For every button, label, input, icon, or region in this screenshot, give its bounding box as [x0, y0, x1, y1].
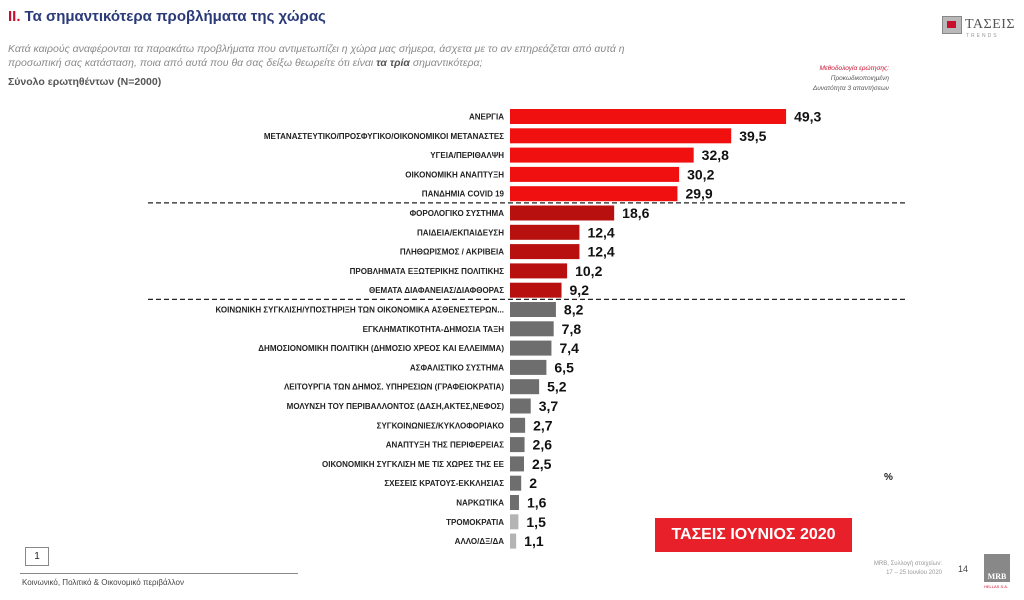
- sample-size: Σύνολο ερωτηθέντων (Ν=2000): [8, 76, 162, 88]
- category-label: ΠΡΟΒΛΗΜΑΤΑ ΕΞΩΤΕΡΙΚΗΣ ΠΟΛΙΤΙΚΗΣ: [350, 267, 505, 276]
- value-label: 32,8: [702, 147, 729, 163]
- value-label: 10,2: [575, 263, 602, 279]
- category-label: ΘΕΜΑΤΑ ΔΙΑΦΑΝΕΙΑΣ/ΔΙΑΦΘΟΡΑΣ: [369, 286, 504, 295]
- value-label: 49,3: [794, 109, 821, 125]
- bar: [510, 244, 580, 260]
- category-label: ΣΧΕΣΕΙΣ ΚΡΑΤΟΥΣ-ΕΚΚΛΗΣΙΑΣ: [384, 479, 504, 488]
- category-label: ΦΟΡΟΛΟΓΙΚΟ ΣΥΣΤΗΜΑ: [410, 209, 505, 218]
- title-text: Τα σημαντικότερα προβλήματα της χώρας: [24, 8, 326, 25]
- source-line1: MRB, Συλλογή στοιχείων:: [873, 561, 942, 567]
- category-label: ΑΝΕΡΓΙΑ: [469, 113, 504, 122]
- category-label: ΠΛΗΘΩΡΙΣΜΟΣ / ΑΚΡΙΒΕΙΑ: [400, 248, 504, 257]
- value-label: 12,4: [587, 244, 614, 260]
- question-part2: σημαντικότερα;: [412, 57, 483, 69]
- question-part1: Κατά καιρούς αναφέρονται τα παρακάτω προ…: [8, 43, 625, 69]
- bar: [510, 109, 787, 124]
- page-number: 14: [958, 564, 969, 574]
- bar: [510, 282, 562, 298]
- category-label: ΟΙΚΟΝΟΜΙΚΗ ΣΥΓΚΛΙΣΗ ΜΕ ΤΙΣ ΧΩΡΕΣ ΤΗΣ ΕΕ: [322, 460, 505, 469]
- category-label: ΝΑΡΚΩΤΙΚΑ: [456, 499, 504, 508]
- value-label: 1,6: [527, 495, 547, 511]
- bar-chart: ΑΝΕΡΓΙΑ 49,3 ΜΕΤΑΝΑΣΤΕΥΤΙΚΟ/ΠΡΟΣΦΥΓΙΚΟ/ΟΙΚ…: [148, 109, 906, 549]
- bar: [510, 263, 568, 279]
- bar: [510, 128, 732, 144]
- category-label: ΛΕΙΤΟΥΡΓΙΑ ΤΩΝ ΔΗΜΟΣ. ΥΠΗΡΕΣΙΩΝ (ΓΡΑΦΕΙΟ…: [284, 383, 504, 392]
- question-text: Κατά καιρούς αναφέρονται τα παρακάτω προ…: [8, 42, 668, 70]
- value-label: 2,6: [533, 437, 553, 453]
- value-label: 12,4: [587, 224, 614, 240]
- bar: [510, 359, 547, 375]
- value-label: 9,2: [570, 282, 590, 298]
- bar: [510, 379, 540, 395]
- category-label: ΔΗΜΟΣΙΟΝΟΜΙΚΗ ΠΟΛΙΤΙΚΗ (ΔΗΜΟΣΙΟ ΧΡΕΟΣ ΚΑ…: [258, 344, 504, 353]
- source-note: MRB, Συλλογή στοιχείων: 17 – 25 Ιουνίου …: [874, 560, 942, 578]
- category-label: ΕΓΚΛΗΜΑΤΙΚΟΤΗΤΑ-ΔΗΜΟΣΙΑ ΤΑΞΗ: [363, 325, 505, 334]
- bar: [510, 224, 580, 240]
- category-label: ΜΟΛΥΝΣΗ ΤΟΥ ΠΕΡΙΒΑΛΛΟΝΤΟΣ (ΔΑΣΗ,ΑΚΤΕΣ,ΝΕ…: [287, 402, 505, 411]
- methodology-line1: Προκωδικοποιημένη: [830, 75, 889, 82]
- category-label: ΣΥΓΚΟΙΝΩΝΙΕΣ/ΚΥΚΛΟΦΟΡΙΑΚΟ: [377, 421, 504, 430]
- value-label: 1,5: [526, 514, 546, 530]
- percent-label: %: [884, 472, 893, 483]
- bar: [510, 398, 531, 414]
- bar: [510, 456, 524, 472]
- bar: [510, 186, 678, 202]
- section-number: II.: [8, 8, 21, 25]
- bar: [510, 302, 556, 317]
- category-label: ΟΙΚΟΝΟΜΙΚΗ ΑΝΑΠΤΥΞΗ: [405, 170, 504, 179]
- value-label: 7,8: [562, 321, 582, 337]
- methodology-note: Μεθοδολογία ερώτησης: Προκωδικοποιημένη …: [813, 64, 889, 94]
- value-label: 18,6: [622, 205, 649, 221]
- value-label: 5,2: [547, 379, 567, 395]
- logo-subtext: TRENDS: [966, 33, 999, 39]
- section-page-box: 1: [25, 547, 49, 566]
- source-line2: 17 – 25 Ιουνίου 2020: [886, 570, 942, 576]
- category-label: ΜΕΤΑΝΑΣΤΕΥΤΙΚΟ/ΠΡΟΣΦΥΓΙΚΟ/ΟΙΚΟΝΟΜΙΚΟΙ ΜΕ…: [264, 132, 504, 141]
- category-label: ΠΑΙΔΕΙΑ/ΕΚΠΑΙΔΕΥΣΗ: [417, 228, 504, 237]
- tasis-logo: ΤΑΣΕΙΣ: [942, 16, 1015, 34]
- page-title: II. Τα σημαντικότερα προβλήματα της χώρας: [8, 8, 326, 25]
- methodology-line2: Δυνατότητα 3 απαντήσεων: [812, 85, 889, 92]
- value-label: 2,7: [533, 417, 553, 433]
- value-label: 8,2: [564, 302, 584, 318]
- bar: [510, 437, 525, 453]
- value-label: 30,2: [687, 166, 714, 182]
- bar: [510, 340, 552, 356]
- mrb-logo-text: MRB: [987, 572, 1007, 581]
- value-label: 39,5: [739, 128, 766, 144]
- bar: [510, 417, 526, 433]
- category-label: ΥΓΕΙΑ/ΠΕΡΙΘΑΛΨΗ: [430, 151, 504, 160]
- value-label: 3,7: [539, 398, 559, 414]
- bar: [510, 495, 519, 510]
- value-label: 2,5: [532, 456, 552, 472]
- footer-divider: [20, 573, 298, 574]
- value-label: 6,5: [554, 359, 574, 375]
- bar: [510, 514, 519, 530]
- category-label: ΑΝΑΠΤΥΞΗ ΤΗΣ ΠΕΡΙΦΕΡΕΙΑΣ: [386, 441, 504, 450]
- value-label: 1,1: [524, 533, 544, 549]
- bar: [510, 205, 615, 221]
- category-label: ΑΣΦΑΛΙΣΤΙΚΟ ΣΥΣΤΗΜΑ: [410, 363, 504, 372]
- methodology-title: Μεθοδολογία ερώτησης:: [819, 65, 890, 72]
- value-label: 2: [529, 475, 537, 491]
- mrb-logo: [984, 554, 1010, 582]
- category-label: ΚΟΙΝΩΝΙΚΗ ΣΥΓΚΛΙΣΗ/ΥΠΟΣΤΗΡΙΞΗ ΤΩΝ ΟΙΚΟΝΟ…: [216, 306, 504, 315]
- category-label: ΤΡΟΜΟΚΡΑΤΙΑ: [446, 518, 504, 527]
- bar: [510, 147, 694, 163]
- mrb-logo-subtext: HELLAS S.A.: [984, 584, 1009, 589]
- value-label: 29,9: [685, 186, 712, 202]
- bar: [510, 475, 522, 491]
- category-label: ΑΛΛΟ/ΔΞ/ΔΑ: [455, 537, 505, 546]
- logo-icon: [942, 16, 962, 34]
- question-bold: τα τρία: [376, 57, 410, 69]
- logo-text: ΤΑΣΕΙΣ: [965, 17, 1016, 32]
- bar: [510, 166, 680, 182]
- period-stamp: ΤΑΣΕΙΣ ΙΟΥΝΙΟΣ 2020: [655, 518, 852, 552]
- bar: [510, 533, 517, 549]
- bar: [510, 321, 554, 337]
- footer-text: Κοινωνικό, Πολιτικό & Οικονομικό περιβάλ…: [22, 578, 184, 587]
- value-label: 7,4: [559, 340, 579, 356]
- category-label: ΠΑΝΔΗΜΙΑ COVID 19: [422, 190, 505, 199]
